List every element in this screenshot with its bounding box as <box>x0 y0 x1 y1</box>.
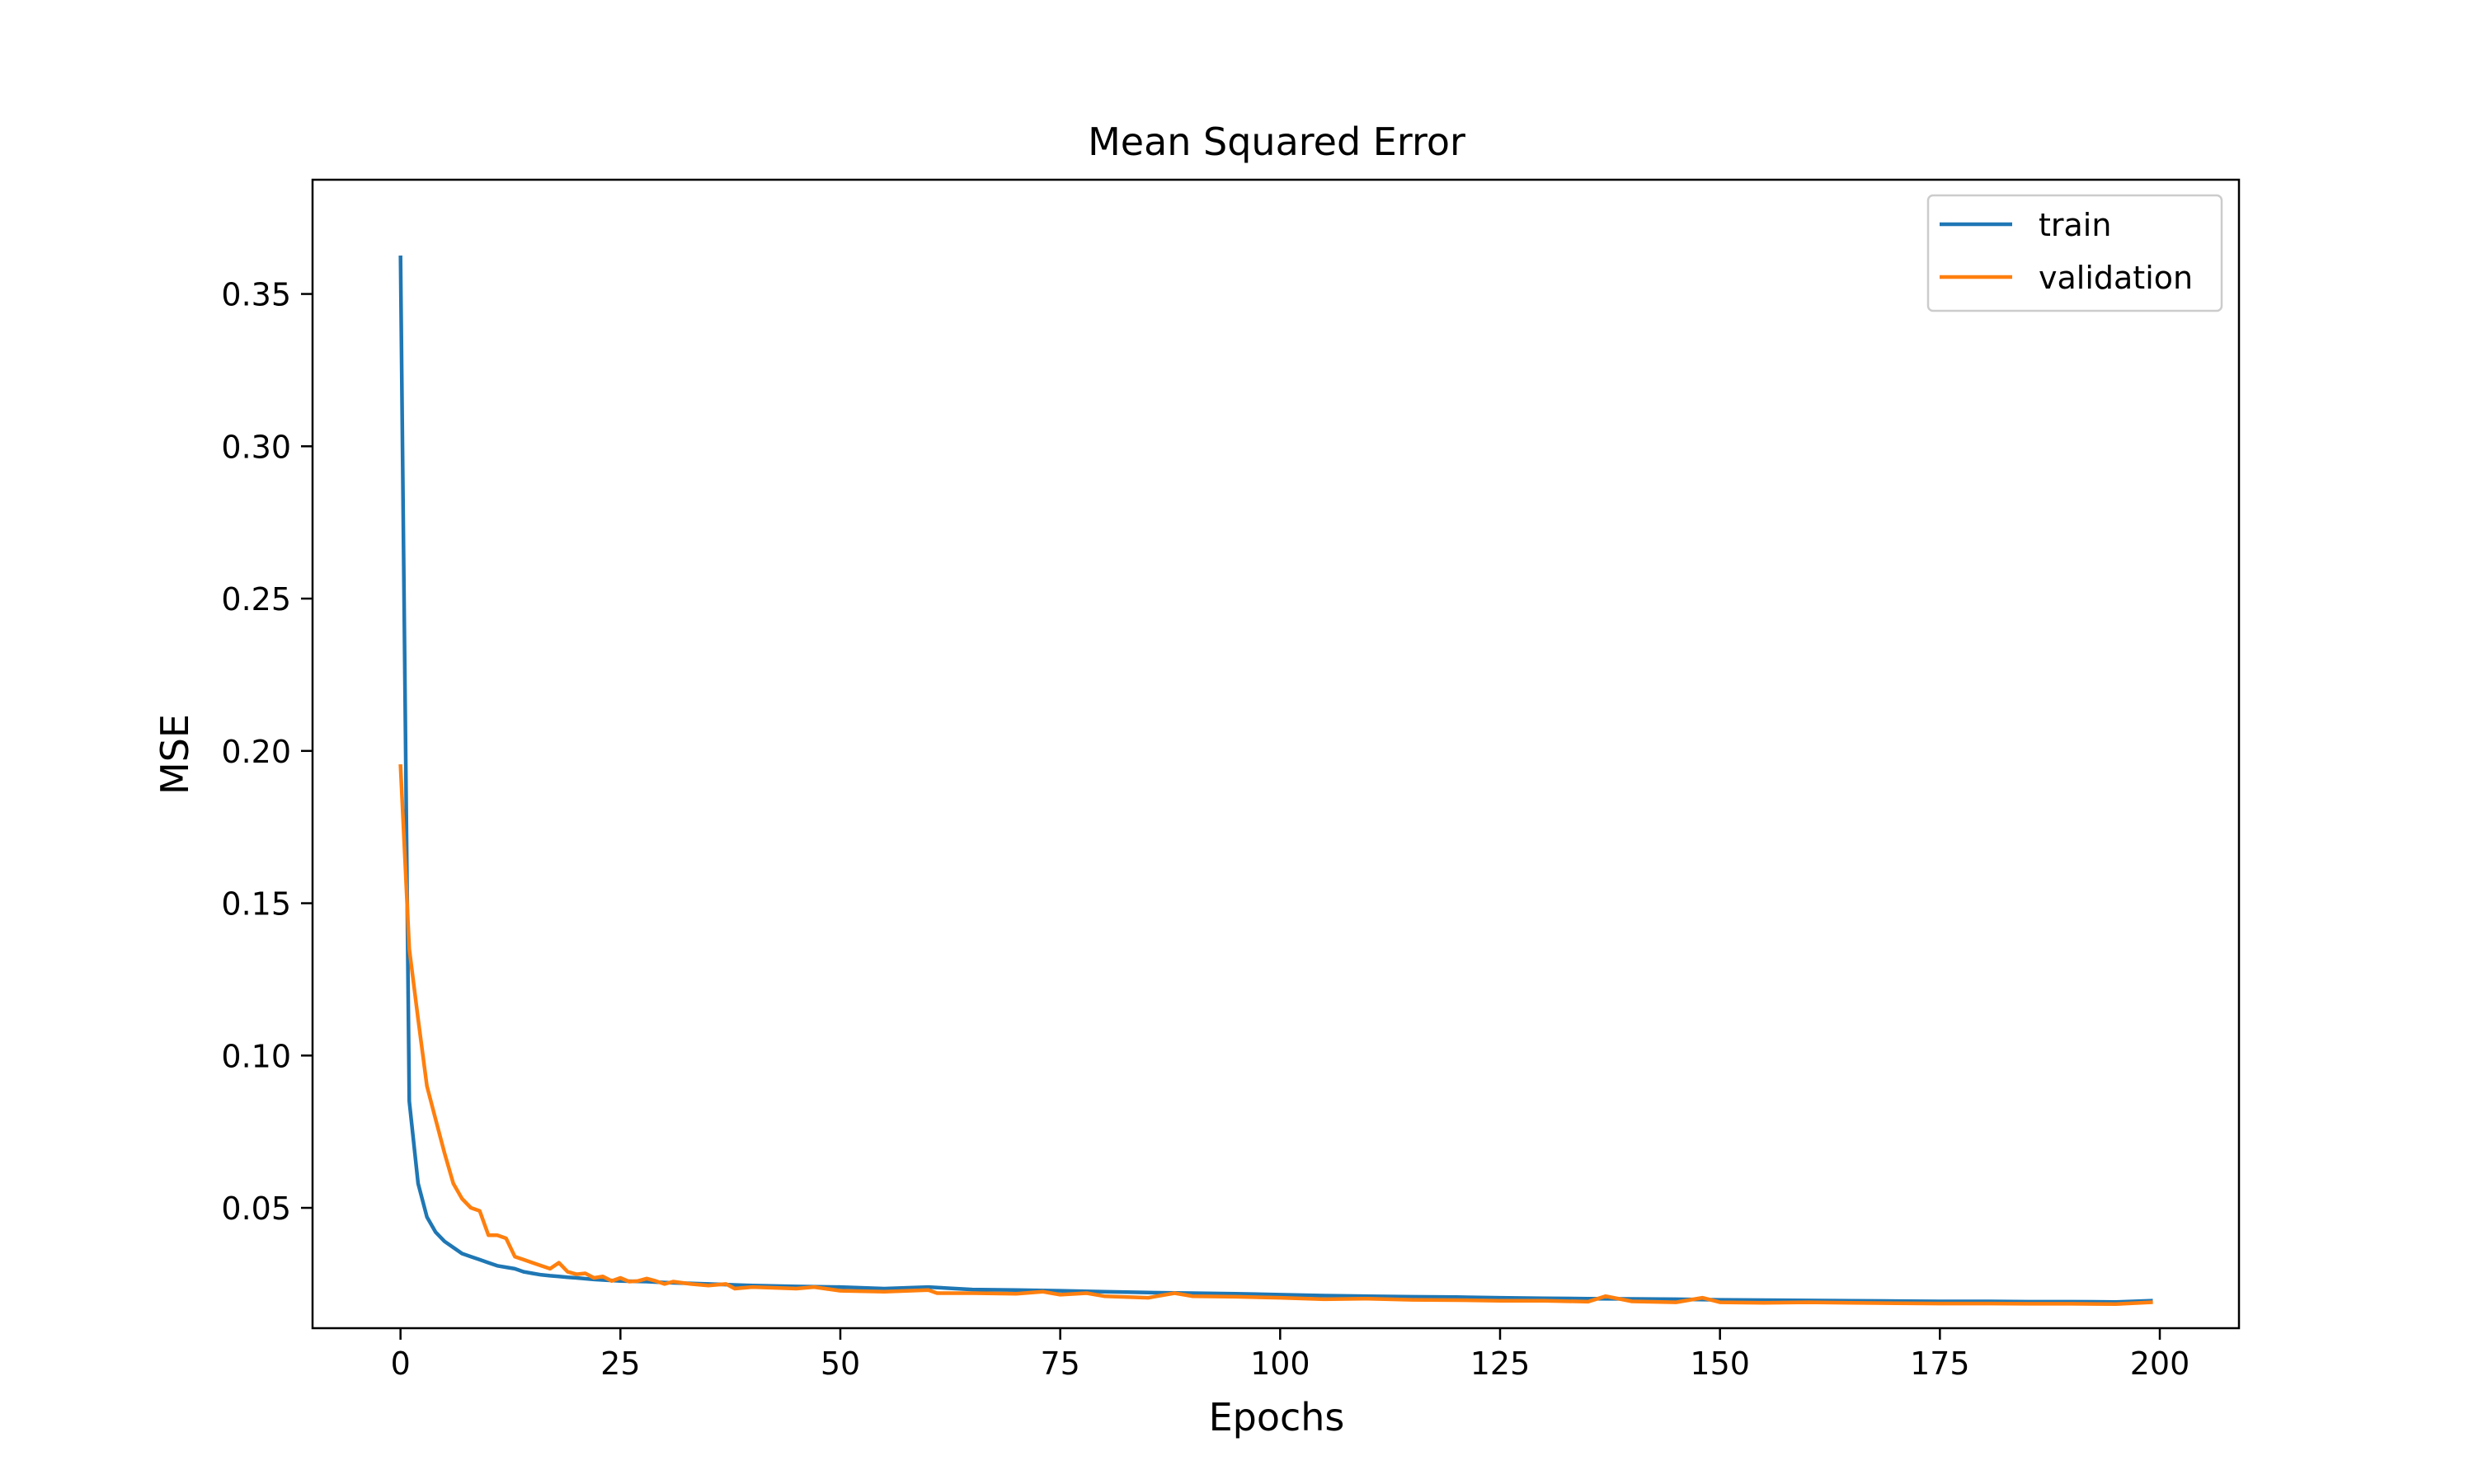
legend: train validation <box>1926 194 2223 312</box>
series-line-validation <box>398 763 2153 1307</box>
y-tick-label: 0.20 <box>221 734 291 770</box>
x-tick-label: 75 <box>1040 1345 1079 1382</box>
series-layer <box>398 255 2153 1307</box>
legend-label-validation: validation <box>2039 260 2193 296</box>
x-tick-label: 200 <box>2130 1345 2190 1382</box>
x-axis-ticks: 0 25 50 75 100 125 150 175 200 <box>391 1328 2190 1382</box>
series-line-train <box>398 255 2153 1304</box>
y-axis-label: MSE <box>153 714 197 795</box>
legend-label-train: train <box>2039 207 2111 243</box>
x-tick-label: 150 <box>1690 1345 1750 1382</box>
y-tick-label: 0.10 <box>221 1038 291 1074</box>
x-tick-label: 0 <box>391 1345 411 1382</box>
x-tick-label: 175 <box>1910 1345 1970 1382</box>
y-tick-label: 0.05 <box>221 1190 291 1227</box>
x-axis-label: Epochs <box>1209 1395 1345 1439</box>
y-tick-label: 0.35 <box>221 277 291 313</box>
chart-title: Mean Squared Error <box>1088 120 1465 164</box>
y-axis-ticks: 0.05 0.10 0.15 0.20 0.25 0.30 0.35 <box>221 277 313 1227</box>
x-tick-label: 100 <box>1250 1345 1310 1382</box>
axes-frame <box>311 178 2241 1330</box>
x-tick-label: 125 <box>1470 1345 1531 1382</box>
plot-area <box>311 178 2241 1330</box>
y-tick-label: 0.30 <box>221 429 291 465</box>
x-tick-label: 25 <box>600 1345 640 1382</box>
x-tick-label: 50 <box>821 1345 860 1382</box>
y-tick-label: 0.15 <box>221 886 291 923</box>
y-tick-label: 0.25 <box>221 581 291 618</box>
